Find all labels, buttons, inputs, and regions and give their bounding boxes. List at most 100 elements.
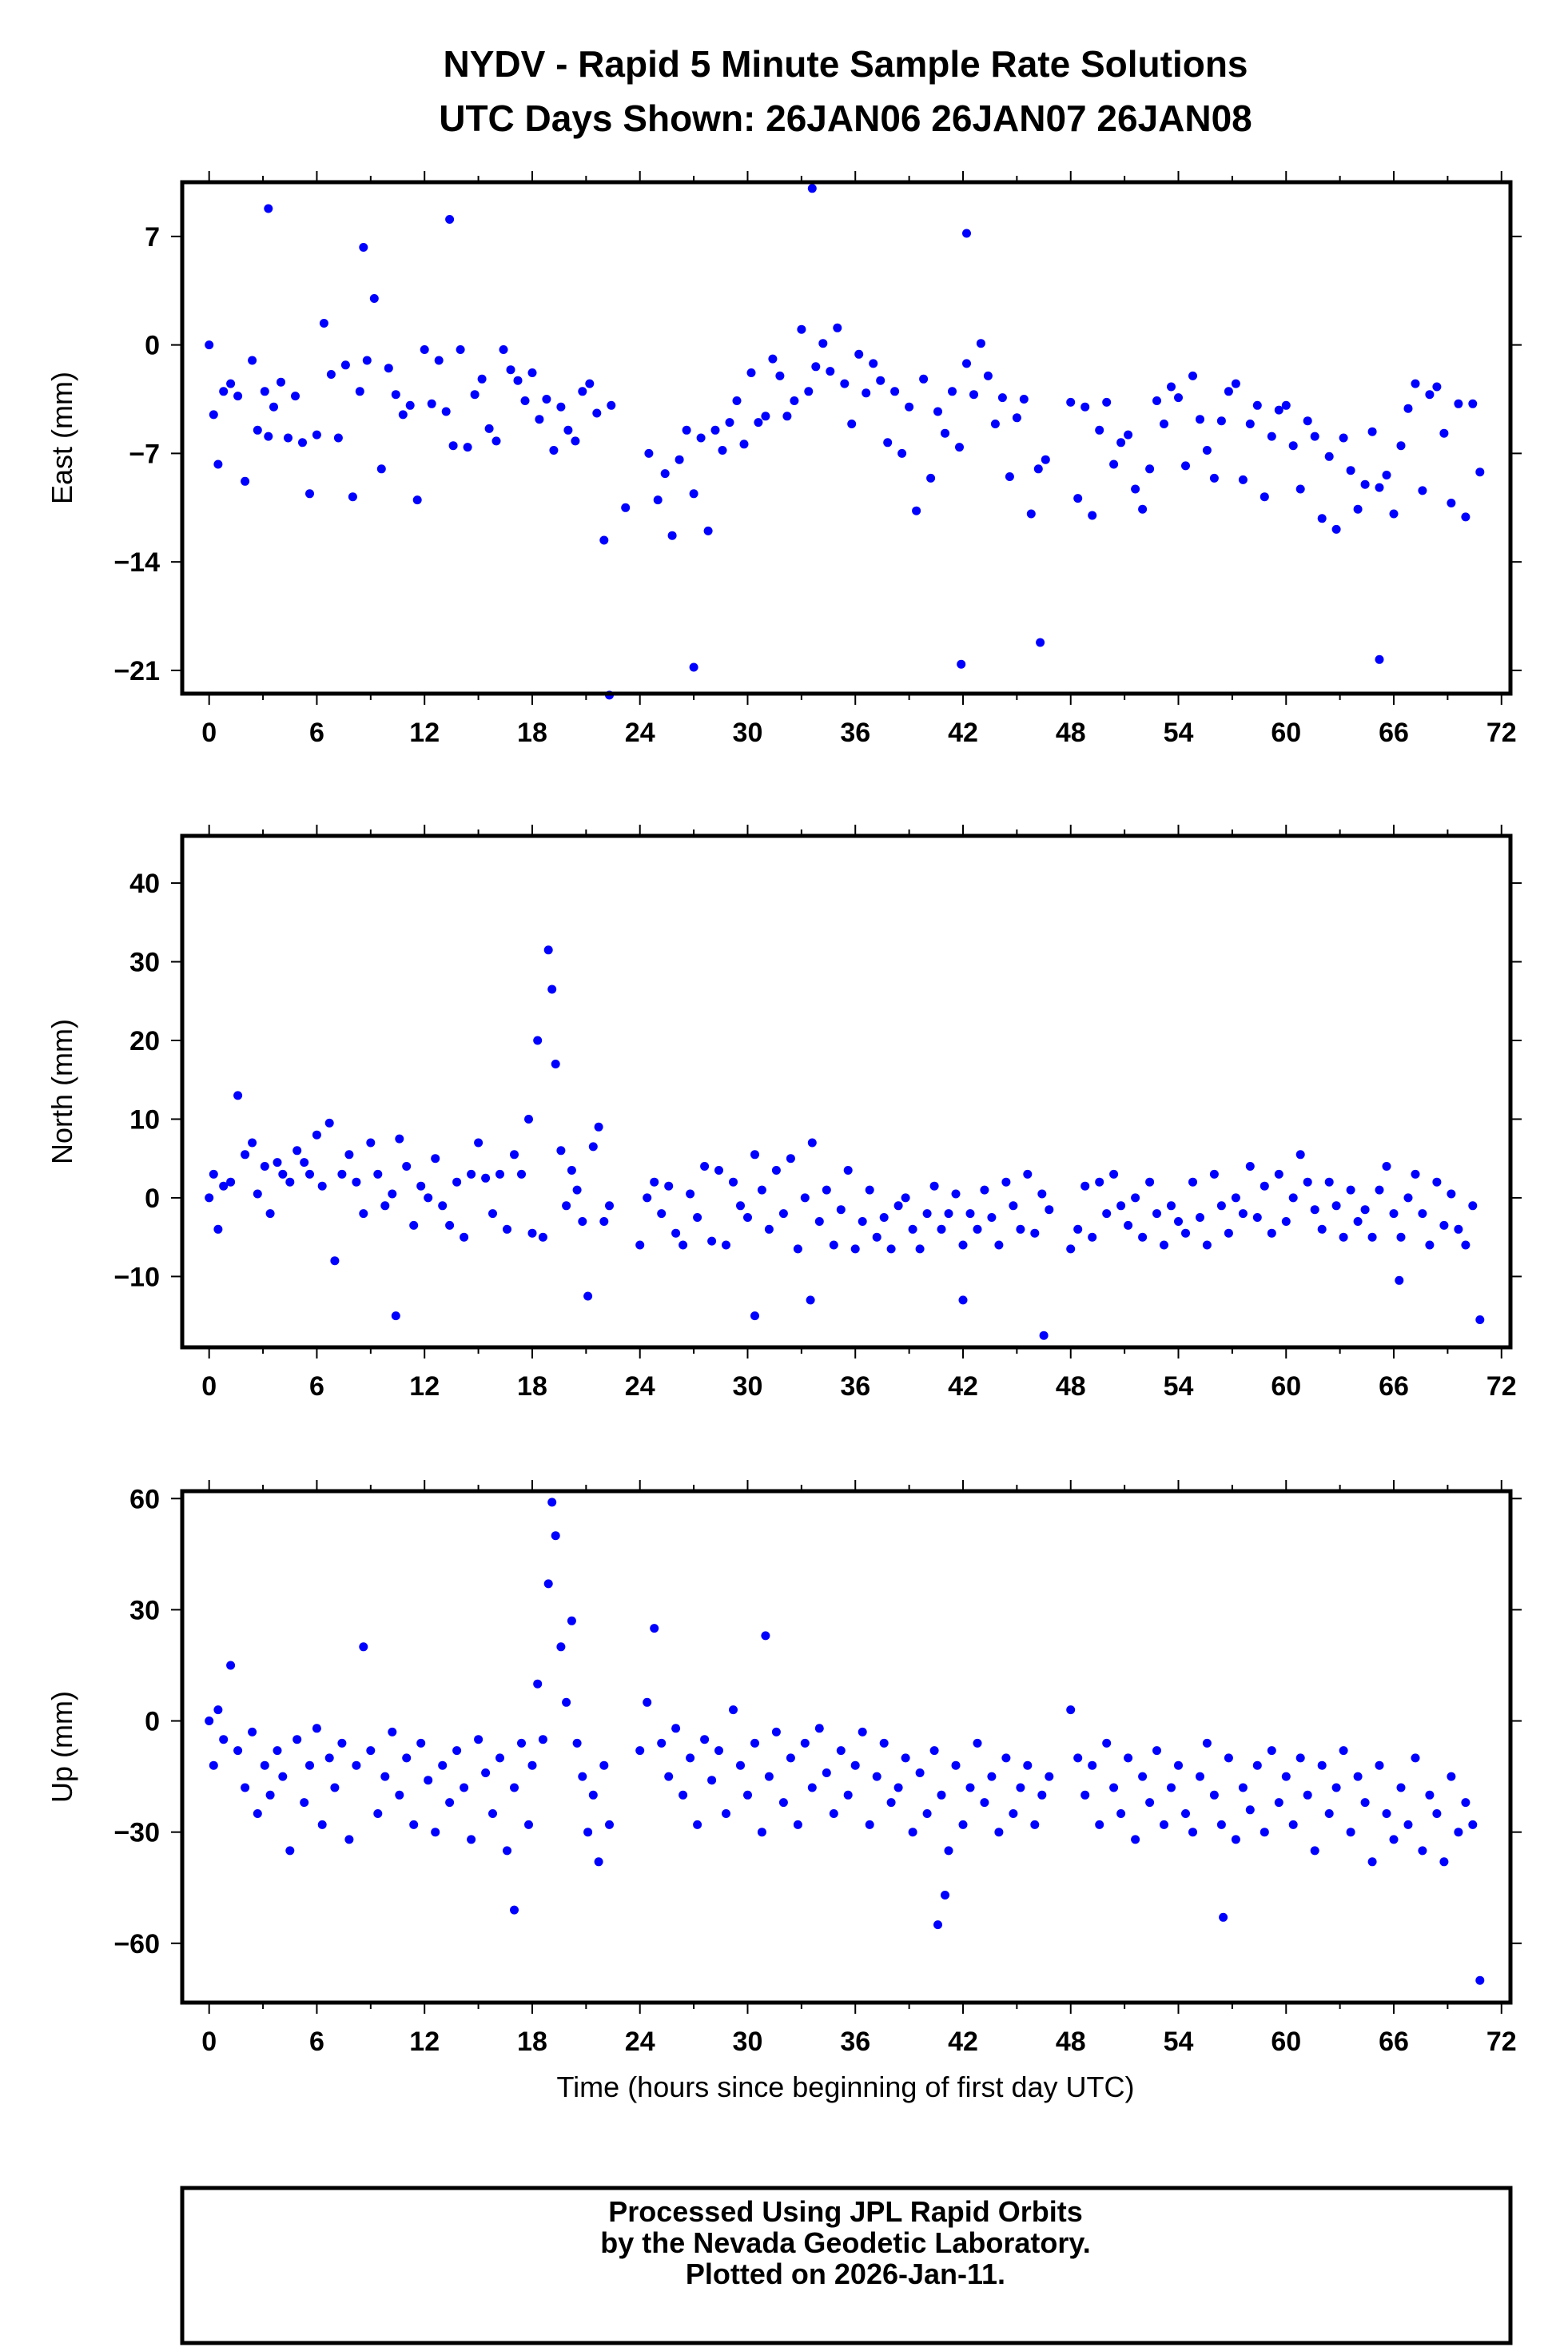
up-data-point	[352, 1760, 361, 1770]
east-data-point	[644, 448, 654, 458]
up-data-point	[248, 1727, 257, 1736]
east-data-point	[1138, 504, 1148, 514]
east-x-tick-label: 72	[1486, 718, 1517, 748]
east-data-point	[542, 395, 551, 404]
up-data-point	[402, 1753, 412, 1763]
up-data-point	[330, 1783, 340, 1792]
north-data-point	[1367, 1232, 1377, 1242]
north-data-point	[1030, 1228, 1040, 1238]
north-data-point	[583, 1291, 593, 1301]
up-data-point	[1260, 1828, 1269, 1837]
north-data-point	[424, 1193, 433, 1203]
east-data-point	[746, 368, 756, 377]
up-data-point	[1375, 1760, 1384, 1770]
north-data-point	[305, 1169, 314, 1179]
east-data-point	[957, 659, 966, 669]
east-data-point	[549, 446, 559, 455]
east-data-point	[578, 387, 587, 396]
north-data-point	[1181, 1228, 1190, 1238]
up-data-point	[1367, 1857, 1377, 1867]
north-data-point	[605, 1201, 614, 1211]
east-data-point	[997, 393, 1007, 403]
north-data-point	[994, 1240, 1004, 1250]
up-data-point	[527, 1760, 537, 1770]
east-data-point	[962, 359, 971, 368]
east-data-point	[1346, 466, 1355, 475]
north-data-point	[1124, 1220, 1133, 1230]
east-data-point	[854, 349, 864, 359]
up-data-point	[1274, 1798, 1283, 1808]
east-data-point	[983, 371, 993, 380]
up-y-tick-label: 30	[129, 1595, 160, 1625]
up-data-point	[643, 1697, 652, 1707]
up-data-point	[879, 1738, 889, 1748]
up-data-point	[380, 1772, 390, 1781]
east-data-point	[499, 345, 508, 354]
up-data-point	[657, 1738, 667, 1748]
north-data-point	[1425, 1240, 1435, 1250]
north-data-point	[1403, 1193, 1413, 1203]
north-data-point	[893, 1201, 903, 1211]
east-data-point	[1274, 405, 1283, 415]
north-data-point	[1439, 1220, 1449, 1230]
north-data-point	[922, 1209, 932, 1219]
north-data-point	[1016, 1224, 1025, 1234]
east-data-point	[1389, 509, 1399, 519]
north-data-point	[1317, 1224, 1327, 1234]
up-data-point	[980, 1798, 989, 1808]
north-data-point	[901, 1193, 910, 1203]
east-data-point	[948, 387, 957, 396]
north-data-point	[1252, 1213, 1262, 1222]
north-x-tick-label: 36	[840, 1371, 870, 1402]
east-data-point	[660, 469, 670, 479]
east-data-point	[1461, 512, 1470, 522]
east-data-point	[213, 459, 223, 469]
north-y-tick-label: 30	[129, 948, 160, 978]
up-data-point	[679, 1790, 688, 1800]
up-data-point	[285, 1846, 295, 1856]
east-data-point	[1026, 509, 1036, 519]
north-y-tick-label: 0	[145, 1183, 160, 1214]
east-data-point	[362, 356, 372, 365]
footer-line-3: Plotted on 2026-Jan-11.	[686, 2258, 1005, 2290]
up-x-tick-label: 42	[948, 2027, 978, 2057]
up-data-point	[761, 1631, 770, 1641]
north-data-point	[973, 1224, 982, 1234]
east-data-point	[384, 364, 393, 373]
up-data-point	[1339, 1746, 1348, 1756]
up-data-point	[1073, 1753, 1083, 1763]
east-data-point	[1324, 452, 1334, 461]
north-data-point	[578, 1217, 587, 1226]
east-data-point	[790, 396, 799, 405]
north-data-point	[337, 1169, 347, 1179]
east-y-tick-label: −14	[113, 547, 160, 578]
north-data-point	[1196, 1213, 1204, 1222]
east-data-point	[359, 243, 368, 252]
north-data-point	[556, 1146, 566, 1156]
east-data-point	[1375, 483, 1384, 492]
east-data-point	[1109, 459, 1119, 469]
north-data-point	[1152, 1209, 1161, 1219]
north-y-tick-label: 40	[129, 869, 160, 899]
up-data-point	[829, 1809, 838, 1818]
east-data-point	[1396, 441, 1406, 451]
north-data-point	[1209, 1169, 1219, 1179]
up-data-point	[312, 1724, 321, 1733]
up-data-point	[944, 1846, 953, 1856]
east-data-point	[739, 440, 749, 449]
east-x-tick-label: 36	[840, 718, 870, 748]
up-data-point	[973, 1738, 982, 1748]
north-data-point	[1267, 1228, 1276, 1238]
north-data-point	[481, 1173, 491, 1183]
north-y-tick-label: 10	[129, 1104, 160, 1135]
up-data-point	[757, 1828, 766, 1837]
east-data-point	[1295, 484, 1305, 494]
east-data-point	[1102, 397, 1112, 407]
north-data-point	[391, 1311, 400, 1321]
north-data-point	[594, 1122, 603, 1132]
east-data-point	[1041, 455, 1050, 464]
up-data-point	[605, 1820, 614, 1829]
up-data-point	[578, 1772, 587, 1781]
up-x-tick-label: 54	[1164, 2027, 1194, 2057]
up-data-point	[987, 1772, 997, 1781]
